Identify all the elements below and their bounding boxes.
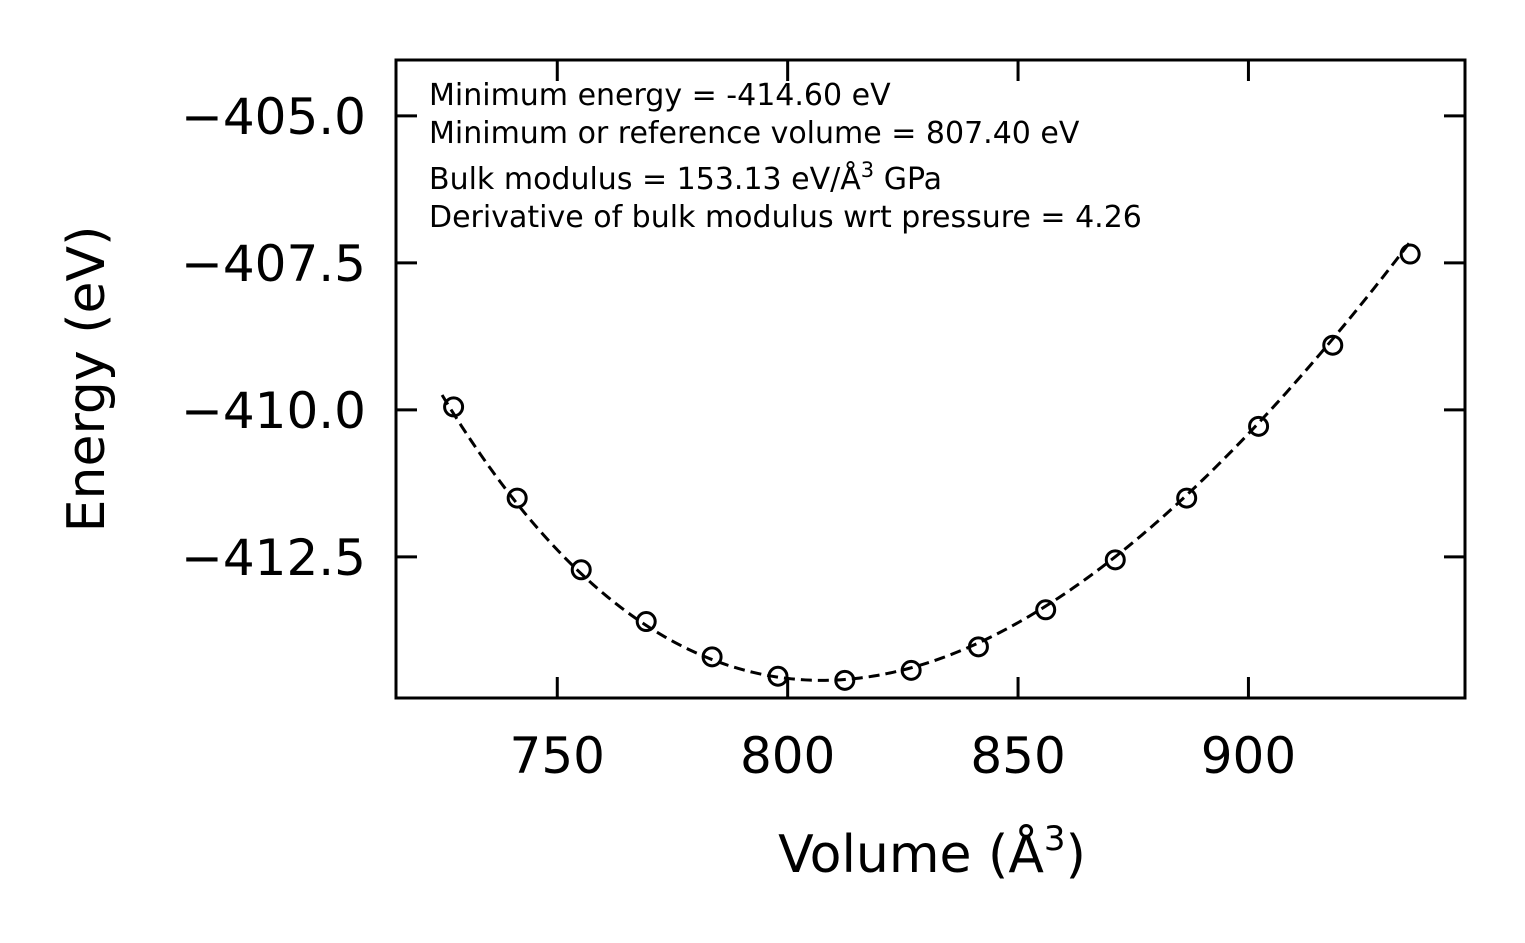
x-axis-label-superscript: 3 bbox=[1044, 819, 1066, 859]
axis-ticks-layer: 750 800 850 900 −405.0 −407.5 −410.0 −412.5 bbox=[181, 60, 1465, 785]
fit-annotations: Minimum energy = -414.60 eV Minimum or r… bbox=[429, 78, 1142, 235]
y-tick-label: −410.0 bbox=[181, 382, 366, 440]
data-point bbox=[834, 669, 856, 691]
data-point bbox=[1176, 487, 1198, 509]
x-tick-label: 750 bbox=[510, 727, 605, 785]
data-point bbox=[967, 636, 989, 658]
x-axis-label: Volume (Å3) bbox=[778, 819, 1086, 885]
data-point bbox=[1035, 599, 1057, 621]
data-point bbox=[570, 559, 592, 581]
data-point bbox=[1399, 243, 1421, 265]
x-tick-label: 800 bbox=[740, 727, 835, 785]
y-tick-label: −407.5 bbox=[181, 235, 366, 293]
y-axis-label: Energy (eV) bbox=[57, 226, 117, 533]
y-tick-label: −405.0 bbox=[181, 88, 366, 146]
data-point bbox=[701, 646, 723, 668]
annotation-derivative: Derivative of bulk modulus wrt pressure … bbox=[429, 200, 1142, 235]
annotation-bulk-modulus: Bulk modulus = 153.13 eV/Å3 GPa bbox=[429, 158, 942, 197]
x-tick-label: 850 bbox=[970, 727, 1065, 785]
plot-area-frame bbox=[394, 58, 1467, 700]
annotation-min-volume: Minimum or reference volume = 807.40 eV bbox=[429, 116, 1080, 151]
data-point bbox=[1322, 334, 1344, 356]
data-point bbox=[767, 665, 789, 687]
x-tick-label: 900 bbox=[1201, 727, 1296, 785]
annotation-bulk-modulus-sup: 3 bbox=[861, 158, 874, 182]
data-points-layer bbox=[443, 243, 1421, 691]
annotation-bulk-modulus-unit: GPa bbox=[874, 162, 942, 197]
data-point bbox=[635, 611, 657, 633]
annotation-min-energy: Minimum energy = -414.60 eV bbox=[429, 78, 891, 113]
data-point bbox=[506, 487, 528, 509]
data-point bbox=[900, 659, 922, 681]
y-tick-label: −412.5 bbox=[181, 529, 366, 587]
data-point bbox=[1104, 549, 1126, 571]
data-point bbox=[443, 396, 465, 418]
data-point bbox=[1248, 415, 1270, 437]
x-axis-label-end: ) bbox=[1066, 825, 1086, 885]
